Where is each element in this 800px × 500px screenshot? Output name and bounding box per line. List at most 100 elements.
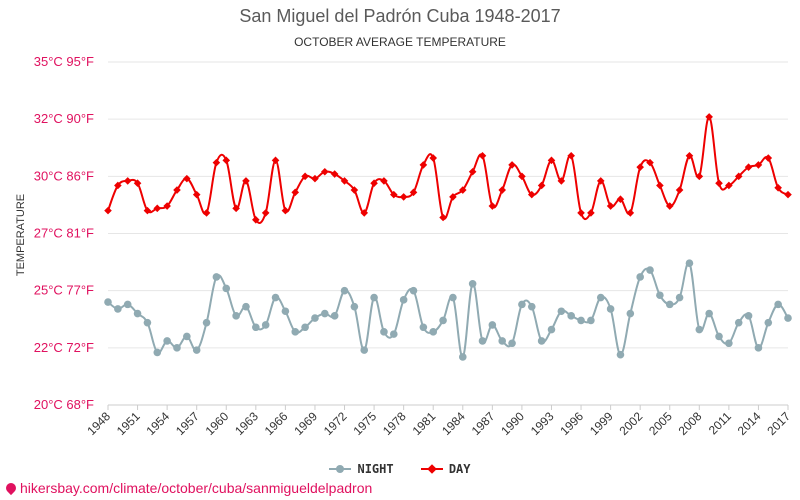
data-point-day	[587, 209, 595, 217]
data-point-night	[340, 286, 349, 295]
data-point-night	[488, 321, 497, 329]
data-point-night	[242, 302, 250, 311]
data-point-night	[380, 328, 388, 336]
y-tick-label: 27°C 81°F	[34, 226, 94, 241]
data-point-day	[498, 186, 507, 194]
data-point-day	[133, 179, 142, 187]
data-point-day	[764, 154, 773, 162]
y-tick-label: 32°C 90°F	[34, 111, 94, 126]
data-point-night	[232, 312, 240, 320]
data-point-night	[685, 259, 694, 268]
source-link[interactable]: hikersbay.com/climate/october/cuba/sanmi…	[3, 480, 373, 496]
data-point-night	[705, 309, 713, 318]
data-point-day	[340, 177, 349, 185]
series-line-day	[107, 115, 789, 224]
data-point-night	[163, 337, 171, 345]
data-point-night	[468, 280, 477, 288]
x-tick-label: 1963	[232, 409, 261, 438]
data-point-day	[616, 195, 625, 203]
data-point-day	[468, 167, 477, 176]
x-tick-label: 2014	[735, 409, 764, 438]
legend-item-night[interactable]: NIGHT	[329, 462, 394, 476]
data-point-night	[173, 344, 181, 352]
data-point-day	[153, 204, 162, 213]
data-point-night	[439, 316, 447, 325]
data-point-day	[577, 209, 585, 217]
source-text: hikersbay.com/climate/october/cuba/sanmi…	[20, 480, 373, 496]
legend-item-day[interactable]: DAY	[420, 462, 471, 476]
data-point-day	[350, 186, 359, 194]
x-tick-label: 1954	[143, 409, 172, 438]
data-point-day	[222, 156, 231, 165]
data-point-day	[163, 202, 171, 210]
data-point-night	[458, 353, 467, 361]
data-point-night	[478, 337, 487, 345]
data-point-day	[567, 151, 575, 160]
x-tick-label: 1972	[321, 409, 350, 438]
chart-title: San Miguel del Padrón Cuba 1948-2017	[239, 6, 561, 26]
data-point-night	[104, 298, 112, 306]
data-point-night	[252, 323, 260, 332]
x-tick-label: 1981	[410, 409, 439, 438]
data-point-night	[636, 273, 644, 281]
chart-subtitle: OCTOBER AVERAGE TEMPERATURE	[294, 35, 506, 49]
y-tick-label: 22°C 72°F	[34, 340, 94, 355]
data-point-night	[715, 332, 723, 341]
data-point-night	[606, 305, 615, 313]
data-point-day	[380, 177, 388, 185]
data-point-day	[744, 163, 753, 171]
series-line-night	[107, 261, 789, 358]
data-point-night	[133, 309, 142, 318]
data-point-day	[547, 156, 556, 165]
data-point-day	[291, 188, 300, 197]
data-point-night	[311, 314, 319, 322]
data-point-day	[626, 209, 635, 217]
data-point-night	[222, 284, 231, 293]
data-point-night	[153, 348, 162, 357]
data-point-day	[232, 204, 240, 213]
x-tick-label: 1990	[498, 409, 527, 438]
data-point-night	[596, 293, 605, 302]
data-point-night	[784, 314, 792, 322]
data-point-day	[488, 202, 497, 210]
data-point-night	[626, 309, 635, 318]
data-point-night	[123, 300, 132, 309]
data-point-day	[183, 174, 191, 183]
data-point-day	[754, 161, 763, 169]
data-point-day	[675, 186, 684, 194]
data-point-night	[675, 293, 684, 302]
data-point-night	[498, 337, 507, 345]
data-point-day	[330, 170, 339, 178]
y-tick-label: 30°C 86°F	[34, 168, 94, 183]
legend-label-day: DAY	[448, 462, 471, 476]
data-point-day	[409, 188, 418, 197]
data-point-night	[547, 325, 556, 334]
data-point-night	[656, 291, 664, 300]
data-point-night	[271, 293, 280, 302]
data-point-night	[695, 325, 704, 334]
data-point-night	[321, 309, 329, 318]
y-tick-label: 20°C 68°F	[34, 397, 94, 412]
data-point-day	[725, 181, 733, 190]
y-tick-label: 35°C 95°F	[34, 54, 94, 69]
data-point-night	[725, 339, 733, 348]
x-tick-label: 2005	[646, 409, 675, 438]
data-point-day	[527, 190, 536, 199]
data-point-day	[271, 156, 280, 165]
data-point-day	[557, 177, 566, 185]
data-point-day	[646, 158, 654, 167]
data-point-day	[212, 158, 221, 167]
data-point-day	[665, 202, 674, 210]
x-tick-label: 2011	[706, 409, 734, 437]
data-point-day	[252, 215, 260, 224]
data-point-day	[439, 213, 447, 222]
data-point-night	[212, 273, 221, 281]
x-tick-label: 1999	[587, 409, 616, 438]
data-point-day	[370, 179, 378, 187]
data-point-day	[656, 181, 664, 190]
data-point-night	[764, 318, 773, 327]
data-point-day	[173, 186, 181, 194]
x-tick-label: 1975	[350, 409, 379, 438]
data-point-night	[646, 266, 654, 274]
